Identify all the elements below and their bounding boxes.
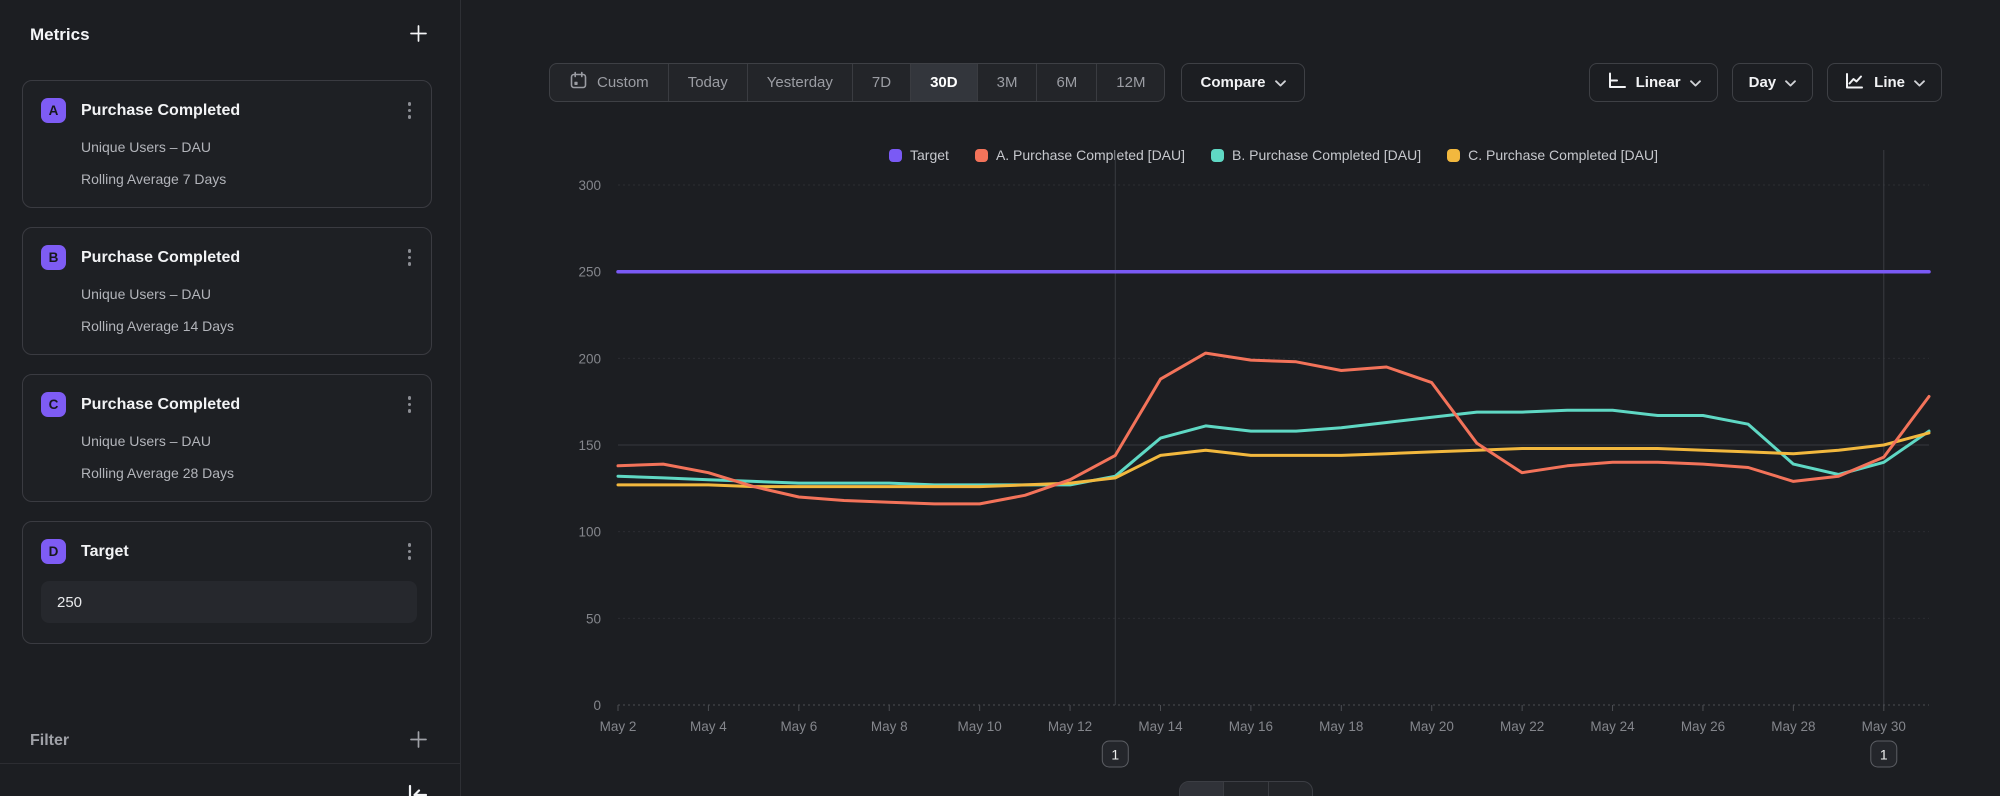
x-axis-label: May 16	[1229, 719, 1273, 734]
plus-icon	[409, 24, 428, 46]
x-axis-label: May 28	[1771, 719, 1815, 734]
metric-measure: Unique Users – DAU	[81, 139, 417, 155]
x-axis-label: May 20	[1410, 719, 1454, 734]
view-toggle-details[interactable]	[1269, 782, 1312, 796]
y-axis-label: 250	[578, 265, 601, 280]
chart-panel: Custom Today Yesterday 7D 30D 3M 6M 12M …	[461, 0, 2000, 796]
metric-title: Purchase Completed	[81, 102, 402, 120]
annotation-badge-label: 1	[1880, 747, 1888, 763]
metric-menu-button[interactable]	[402, 392, 418, 417]
metric-measure: Unique Users – DAU	[81, 286, 417, 302]
metric-card-b[interactable]: B Purchase Completed Unique Users – DAU …	[22, 227, 432, 355]
metric-card-c[interactable]: C Purchase Completed Unique Users – DAU …	[22, 374, 432, 502]
x-axis-label: May 12	[1048, 719, 1092, 734]
y-axis-label: 100	[578, 525, 601, 540]
x-axis-label: May 10	[958, 719, 1002, 734]
x-axis-label: May 8	[871, 719, 908, 734]
x-axis-label: May 24	[1590, 719, 1635, 734]
metric-cards: A Purchase Completed Unique Users – DAU …	[22, 80, 432, 663]
view-toggle-control	[1179, 781, 1313, 796]
y-axis-label: 300	[578, 178, 601, 193]
target-card[interactable]: D Target 250	[22, 521, 432, 644]
x-axis-label: May 26	[1681, 719, 1725, 734]
x-axis-label: May 14	[1138, 719, 1183, 734]
series-line-c[interactable]	[618, 433, 1929, 487]
x-axis-label: May 22	[1500, 719, 1544, 734]
view-toggle-table[interactable]	[1224, 782, 1268, 796]
y-axis-label: 150	[578, 438, 601, 453]
target-title: Target	[81, 543, 402, 561]
metric-measure: Unique Users – DAU	[81, 433, 417, 449]
sidebar-divider	[0, 763, 460, 764]
metric-menu-button[interactable]	[402, 245, 418, 270]
x-axis-label: May 18	[1319, 719, 1363, 734]
metrics-sidebar: Metrics A Purchase Completed Unique User…	[0, 0, 461, 796]
metric-card-a[interactable]: A Purchase Completed Unique Users – DAU …	[22, 80, 432, 208]
metric-badge-c: C	[41, 392, 66, 417]
series-line-b[interactable]	[618, 410, 1929, 485]
metric-badge-a: A	[41, 98, 66, 123]
target-menu-button[interactable]	[402, 539, 418, 564]
x-axis-label: May 2	[600, 719, 637, 734]
y-axis-label: 50	[586, 611, 601, 626]
metric-badge-b: B	[41, 245, 66, 270]
annotation-badge-label: 1	[1111, 747, 1119, 763]
collapse-left-icon	[404, 782, 430, 796]
collapse-sidebar-button[interactable]	[400, 778, 434, 796]
metric-rolling-average: Rolling Average 28 Days	[81, 465, 417, 481]
metric-title: Purchase Completed	[81, 396, 402, 414]
filter-title: Filter	[30, 732, 69, 750]
x-axis-label: May 4	[690, 719, 727, 734]
plus-icon	[409, 730, 428, 752]
metric-rolling-average: Rolling Average 7 Days	[81, 171, 417, 187]
add-metric-button[interactable]	[405, 20, 432, 50]
series-line-a[interactable]	[618, 353, 1929, 504]
filter-section: Filter	[30, 726, 432, 756]
y-axis-label: 0	[593, 698, 601, 713]
target-value-input[interactable]: 250	[41, 581, 417, 623]
x-axis-label: May 6	[780, 719, 817, 734]
metrics-header: Metrics	[30, 20, 432, 50]
metric-menu-button[interactable]	[402, 98, 418, 123]
x-axis-label: May 30	[1862, 719, 1906, 734]
metric-title: Purchase Completed	[81, 249, 402, 267]
add-filter-button[interactable]	[405, 726, 432, 756]
metric-badge-d: D	[41, 539, 66, 564]
metrics-title: Metrics	[30, 25, 90, 45]
y-axis-label: 200	[578, 351, 601, 366]
line-chart[interactable]: 0 50 100 150 200 250 300 May 2 May 4 May 6 May 8 Ma…	[461, 0, 2000, 796]
view-toggle-chart[interactable]	[1180, 782, 1224, 796]
metric-rolling-average: Rolling Average 14 Days	[81, 318, 417, 334]
